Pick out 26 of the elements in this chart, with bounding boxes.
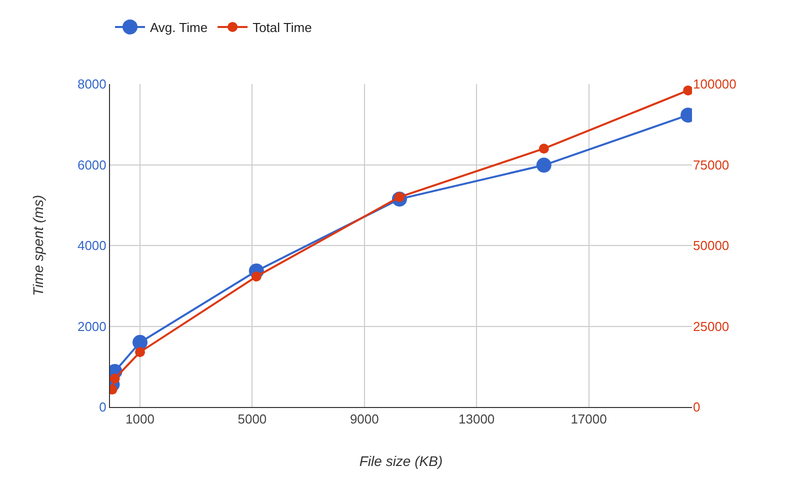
point xyxy=(135,347,146,358)
point xyxy=(132,334,148,350)
y-axis-title: Time spent (ms) xyxy=(30,194,46,296)
point xyxy=(536,158,552,173)
x-tick-label: 9000 xyxy=(350,412,379,427)
point xyxy=(538,144,549,154)
point xyxy=(683,85,692,96)
x-tick-label: 1000 xyxy=(126,412,154,427)
y2-tick-label: 50000 xyxy=(693,238,730,254)
y-tick-label: 0 xyxy=(99,400,106,415)
y2-tick-label: 0 xyxy=(693,400,700,415)
point xyxy=(110,374,120,384)
x-tick-label: 5000 xyxy=(238,412,267,427)
x-axis-title: File size (KB) xyxy=(359,452,443,469)
y-tick-label: 6000 xyxy=(77,157,106,172)
y-tick-label: 2000 xyxy=(77,318,106,334)
y2-tick-label: 75000 xyxy=(693,157,730,172)
y2-tick-label: 100000 xyxy=(693,76,736,92)
y2-tick-label: 25000 xyxy=(693,318,730,334)
y-tick-label: 4000 xyxy=(77,238,106,254)
x-tick-label: 13000 xyxy=(458,412,495,427)
legend-label: Total Time xyxy=(252,20,312,36)
y-tick-label: 8000 xyxy=(77,76,106,92)
point xyxy=(251,272,262,282)
legend-label: Avg. Time xyxy=(150,20,208,36)
x-tick-label: 17000 xyxy=(570,412,607,427)
